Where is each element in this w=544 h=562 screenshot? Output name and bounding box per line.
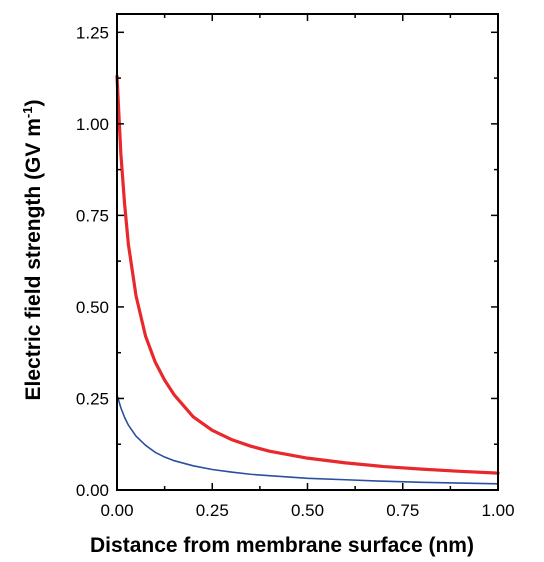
series-2-line — [116, 394, 499, 485]
y-tick-labels: 0.00 0.25 0.50 0.75 1.00 1.25 — [76, 23, 109, 500]
y-tick-label: 1.00 — [76, 115, 109, 134]
y-axis-title-main: Electric field strength (GV m — [22, 118, 45, 400]
y-tick-label: 0.50 — [76, 298, 109, 317]
y-tick-label: 0.25 — [76, 389, 109, 408]
x-tick-labels: 0.00 0.25 0.50 0.75 1.00 — [100, 501, 514, 520]
axis-ticks — [116, 14, 499, 491]
y-axis-title: Electric field strength (GV m-1) — [20, 100, 45, 401]
chart-curves — [115, 74, 500, 485]
y-tick-label: 1.25 — [76, 23, 109, 42]
x-tick-label: 1.00 — [481, 501, 514, 520]
y-tick-label: 0.75 — [76, 206, 109, 225]
y-axis-title-close: ) — [22, 100, 45, 107]
x-tick-label: 0.25 — [196, 501, 229, 520]
x-axis-title: Distance from membrane surface (nm) — [90, 534, 474, 557]
x-tick-label: 0.50 — [291, 501, 324, 520]
x-tick-label: 0.00 — [100, 501, 133, 520]
plot-frame — [116, 13, 499, 491]
x-tick-label: 0.75 — [386, 501, 419, 520]
y-tick-label: 0.00 — [76, 481, 109, 500]
y-axis-title-superscript: -1 — [20, 107, 35, 119]
series-1-line — [115, 74, 500, 475]
